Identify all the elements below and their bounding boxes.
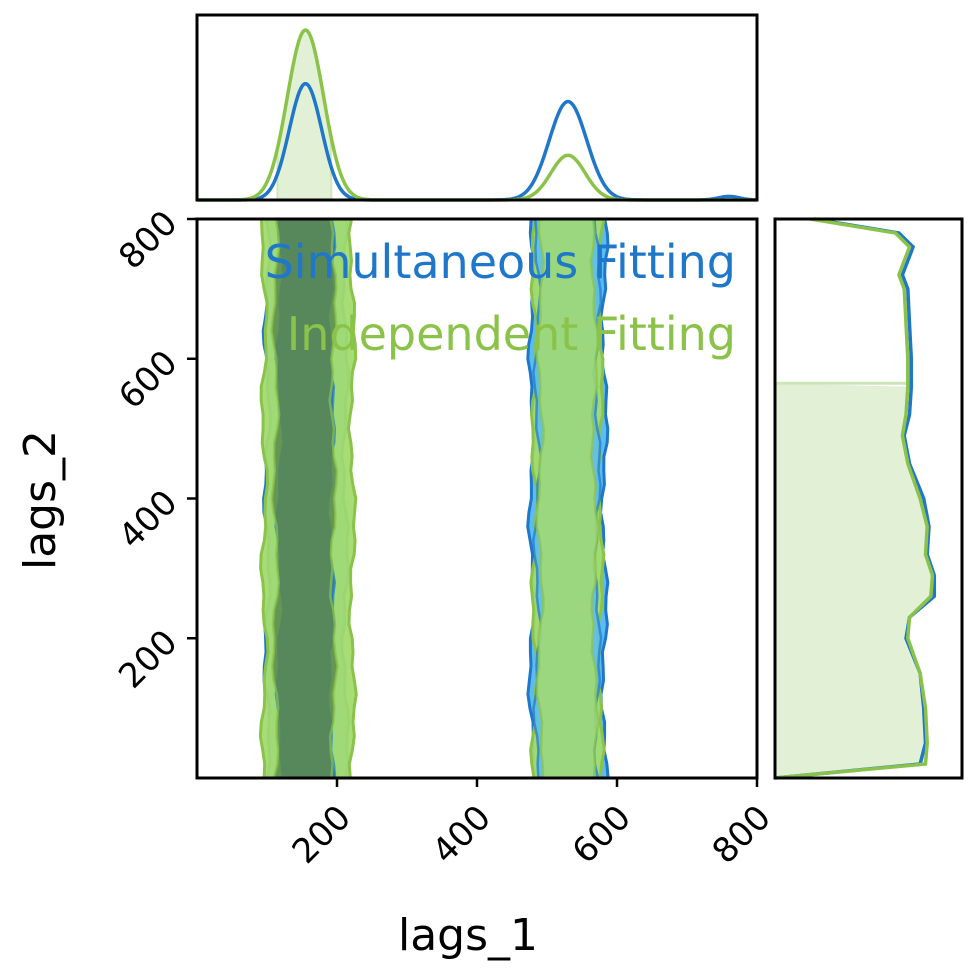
y-axis-label: lags_2 <box>15 430 66 570</box>
right-panel-frame <box>773 217 964 780</box>
y-tick-label: 800 <box>111 203 185 277</box>
legend-independent-fitting: Independent Fitting <box>287 307 736 361</box>
top-panel-frame <box>195 13 759 202</box>
x-tick-label: 800 <box>705 798 779 872</box>
lags-2-marginal-panel <box>773 217 964 780</box>
legend-simultaneous-fitting: Simultaneous Fitting <box>265 235 736 289</box>
y-tick-label: 200 <box>111 622 185 696</box>
independent-mode-2-inner-contour <box>534 217 600 780</box>
x-tick-label: 400 <box>425 798 499 872</box>
lags-2-highlight-fill <box>775 383 933 778</box>
y-tick-label: 400 <box>111 483 185 557</box>
x-tick-label: 600 <box>565 798 639 872</box>
lags-2-density-line-independent <box>774 217 935 780</box>
y-tick-label: 600 <box>111 343 185 417</box>
lags-1-marginal-panel <box>195 13 759 202</box>
tick-labels: 200 400 600 800 200 400 600 800 <box>111 203 779 872</box>
x-axis-label: lags_1 <box>398 910 538 961</box>
joint-density-panel <box>195 217 759 780</box>
x-tick-label: 200 <box>285 798 359 872</box>
independent-mode-1-inner-contour <box>270 217 339 780</box>
